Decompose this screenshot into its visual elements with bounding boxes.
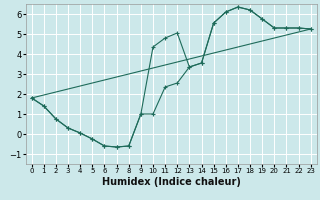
X-axis label: Humidex (Indice chaleur): Humidex (Indice chaleur) <box>102 177 241 187</box>
